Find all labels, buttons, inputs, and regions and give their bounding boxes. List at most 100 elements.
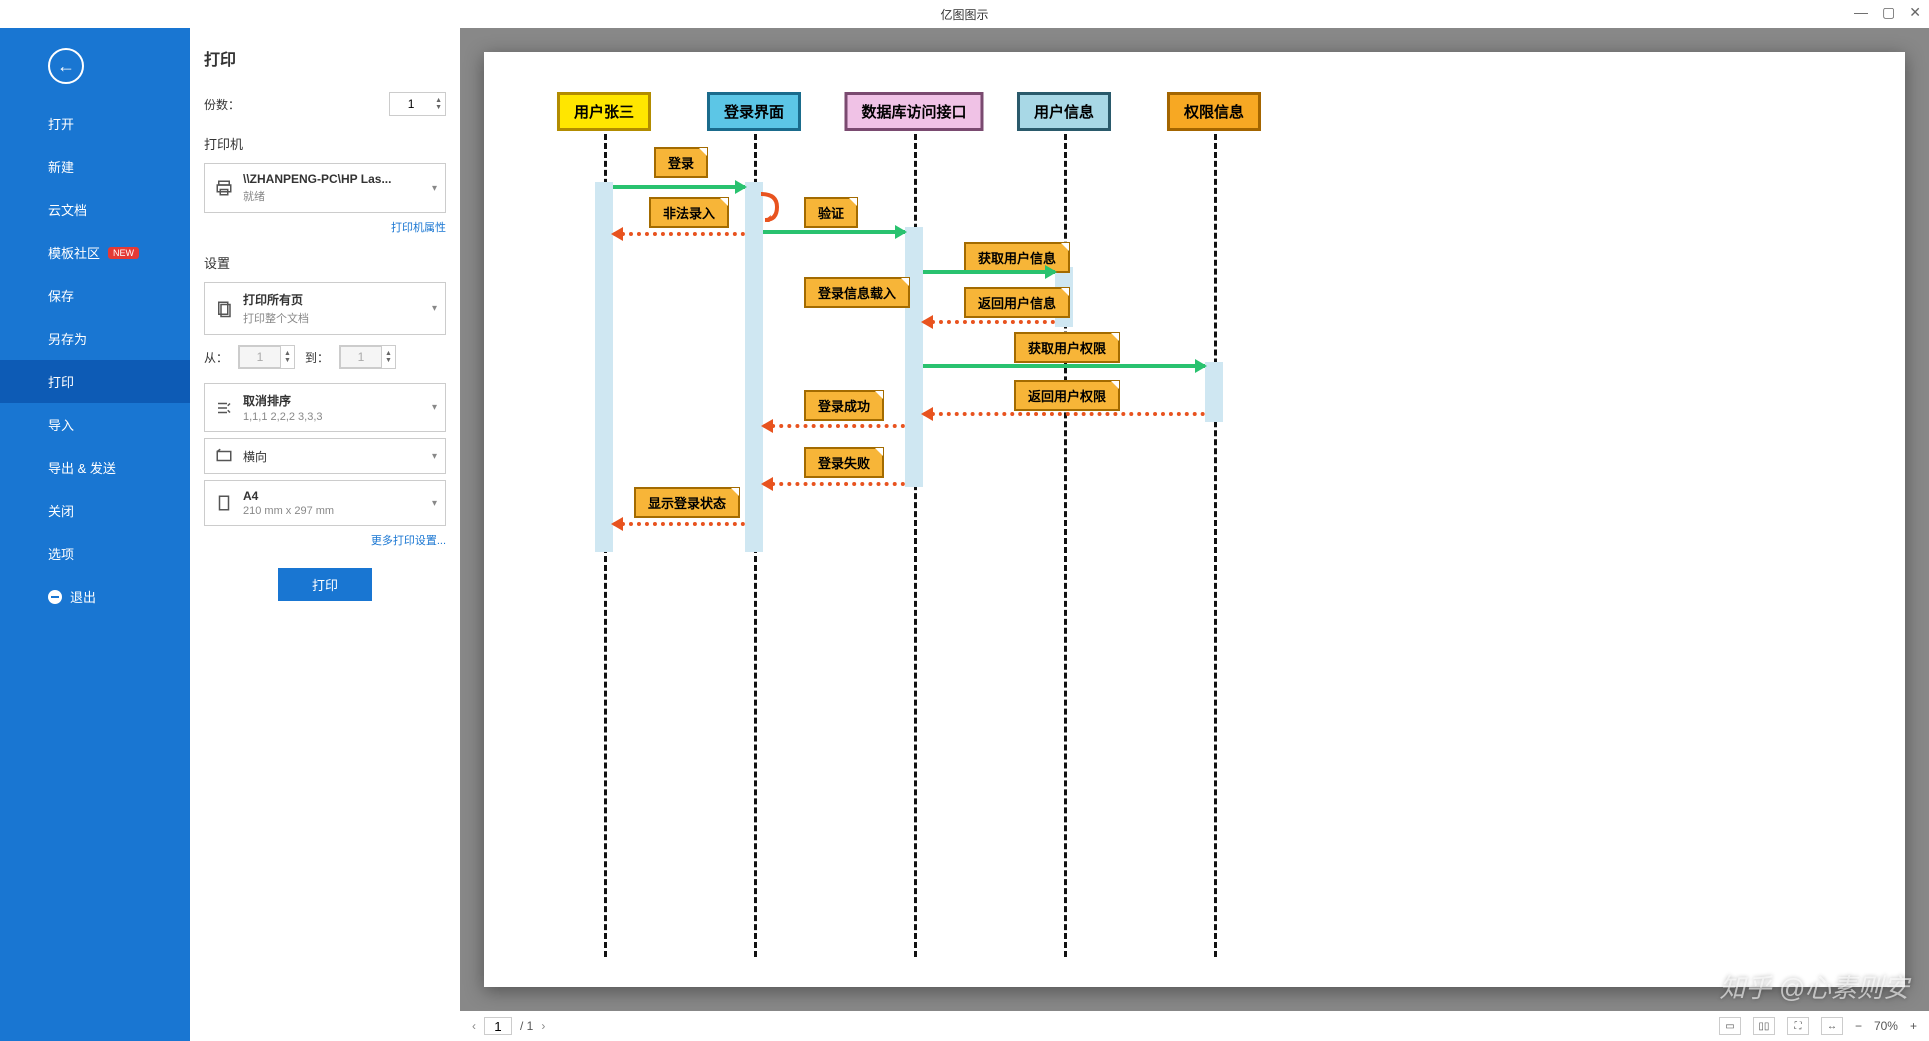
- message-label: 登录信息载入: [804, 277, 910, 308]
- sidebar-item-另存为[interactable]: 另存为: [0, 317, 190, 360]
- new-badge: NEW: [108, 247, 139, 259]
- stepper-down-icon[interactable]: ▼: [435, 104, 442, 111]
- collate-selector[interactable]: 取消排序 1,1,1 2,2,2 3,3,3 ▾: [204, 383, 446, 432]
- pages-icon: [215, 300, 233, 318]
- call-arrow: [613, 185, 745, 189]
- settings-section-title: 设置: [204, 253, 446, 272]
- activation-bar: [1205, 362, 1223, 422]
- view-single-icon[interactable]: ▭: [1719, 1017, 1741, 1035]
- sidebar-item-label: 关闭: [48, 501, 74, 520]
- sidebar-item-label: 模板社区: [48, 243, 100, 262]
- print-scope-selector[interactable]: 打印所有页 打印整个文档 ▾: [204, 282, 446, 335]
- chevron-down-icon: ▾: [432, 498, 437, 509]
- sidebar-item-label: 另存为: [48, 329, 87, 348]
- printer-properties-link[interactable]: 打印机属性: [204, 219, 446, 235]
- message-label: 验证: [804, 197, 858, 228]
- sidebar-item-label: 新建: [48, 157, 74, 176]
- print-preview-area: 用户张三登录界面数据库访问接口用户信息权限信息登录非法录入验证获取用户信息登录信…: [460, 28, 1929, 1011]
- sidebar-item-打印[interactable]: 打印: [0, 360, 190, 403]
- activation-bar: [905, 227, 923, 487]
- more-print-settings-link[interactable]: 更多打印设置...: [204, 532, 446, 548]
- zoom-out-icon[interactable]: −: [1855, 1019, 1862, 1033]
- printer-name: \\ZHANPENG-PC\HP Las...: [243, 172, 391, 186]
- paper-title: A4: [243, 489, 334, 503]
- orientation-selector[interactable]: 横向 ▾: [204, 438, 446, 474]
- page-icon: [215, 494, 233, 512]
- message-label: 获取用户权限: [1014, 332, 1120, 363]
- zoom-in-icon[interactable]: +: [1910, 1019, 1917, 1033]
- panel-heading: 打印: [204, 46, 446, 70]
- lane-header: 登录界面: [707, 92, 801, 131]
- file-menu-sidebar: ← 打开新建云文档模板社区 NEW 保存另存为打印导入导出 & 发送关闭选项退出: [0, 28, 190, 1041]
- paper-sub: 210 mm x 297 mm: [243, 505, 334, 517]
- collate-sub: 1,1,1 2,2,2 3,3,3: [243, 411, 323, 423]
- to-label: 到：: [305, 349, 329, 366]
- return-arrow: [613, 232, 745, 236]
- self-call-arrow: [759, 192, 779, 222]
- stepper-up-icon[interactable]: ▲: [435, 97, 442, 104]
- sequence-diagram: 用户张三登录界面数据库访问接口用户信息权限信息登录非法录入验证获取用户信息登录信…: [484, 52, 1905, 987]
- sidebar-item-label: 打印: [48, 372, 74, 391]
- sidebar-item-label: 导入: [48, 415, 74, 434]
- chevron-down-icon: ▾: [432, 451, 437, 462]
- scope-sub: 打印整个文档: [243, 310, 309, 326]
- scope-title: 打印所有页: [243, 291, 309, 308]
- printer-selector[interactable]: \\ZHANPENG-PC\HP Las... 就绪 ▾: [204, 163, 446, 213]
- lane-header: 用户信息: [1017, 92, 1111, 131]
- print-button[interactable]: 打印: [278, 568, 372, 601]
- sidebar-item-关闭[interactable]: 关闭: [0, 489, 190, 532]
- from-stepper[interactable]: ▲▼: [238, 345, 295, 369]
- sidebar-item-导出 & 发送[interactable]: 导出 & 发送: [0, 446, 190, 489]
- message-label: 返回用户权限: [1014, 380, 1120, 411]
- to-stepper[interactable]: ▲▼: [339, 345, 396, 369]
- sidebar-item-label: 云文档: [48, 200, 87, 219]
- back-button[interactable]: ←: [48, 48, 84, 84]
- sidebar-item-label: 退出: [70, 587, 96, 606]
- sidebar-item-打开[interactable]: 打开: [0, 102, 190, 145]
- sidebar-item-退出[interactable]: 退出: [0, 575, 190, 618]
- landscape-icon: [215, 447, 233, 465]
- message-label: 返回用户信息: [964, 287, 1070, 318]
- return-arrow: [923, 412, 1205, 416]
- page-input[interactable]: [484, 1017, 512, 1035]
- chevron-down-icon: ▾: [432, 183, 437, 194]
- sidebar-item-新建[interactable]: 新建: [0, 145, 190, 188]
- view-two-icon[interactable]: ▯▯: [1753, 1017, 1775, 1035]
- fit-width-icon[interactable]: ↔: [1821, 1017, 1843, 1035]
- copies-stepper[interactable]: ▲▼: [389, 92, 446, 116]
- copies-input[interactable]: [390, 97, 432, 111]
- app-title: 亿图图示: [940, 6, 988, 23]
- sidebar-item-label: 导出 & 发送: [48, 458, 116, 477]
- title-bar: 亿图图示 — ▢ ✕: [0, 0, 1929, 28]
- page-total: / 1: [520, 1019, 533, 1033]
- message-label: 显示登录状态: [634, 487, 740, 518]
- printer-status: 就绪: [243, 188, 391, 204]
- lifeline: [1214, 134, 1217, 957]
- sidebar-item-保存[interactable]: 保存: [0, 274, 190, 317]
- orientation-label: 横向: [243, 448, 267, 465]
- sidebar-item-label: 选项: [48, 544, 74, 563]
- sidebar-item-导入[interactable]: 导入: [0, 403, 190, 446]
- collate-icon: [215, 399, 233, 417]
- maximize-icon[interactable]: ▢: [1882, 4, 1895, 21]
- sidebar-item-选项[interactable]: 选项: [0, 532, 190, 575]
- return-arrow: [763, 482, 905, 486]
- sidebar-item-label: 保存: [48, 286, 74, 305]
- call-arrow: [763, 230, 905, 234]
- pager-bar: ‹ / 1 › ▭ ▯▯ ⛶ ↔ − 70% +: [460, 1011, 1929, 1041]
- message-label: 登录成功: [804, 390, 884, 421]
- prev-page-icon[interactable]: ‹: [472, 1019, 476, 1033]
- paper-size-selector[interactable]: A4 210 mm x 297 mm ▾: [204, 480, 446, 526]
- preview-page: 用户张三登录界面数据库访问接口用户信息权限信息登录非法录入验证获取用户信息登录信…: [484, 52, 1905, 987]
- sidebar-item-云文档[interactable]: 云文档: [0, 188, 190, 231]
- lane-header: 数据库访问接口: [844, 92, 983, 131]
- fit-page-icon[interactable]: ⛶: [1787, 1017, 1809, 1035]
- collate-title: 取消排序: [243, 392, 323, 409]
- from-label: 从：: [204, 349, 228, 366]
- lane-header: 用户张三: [557, 92, 651, 131]
- message-label: 登录: [654, 147, 708, 178]
- close-icon[interactable]: ✕: [1909, 4, 1921, 21]
- minimize-icon[interactable]: —: [1854, 4, 1868, 21]
- next-page-icon[interactable]: ›: [541, 1019, 545, 1033]
- sidebar-item-模板社区[interactable]: 模板社区 NEW: [0, 231, 190, 274]
